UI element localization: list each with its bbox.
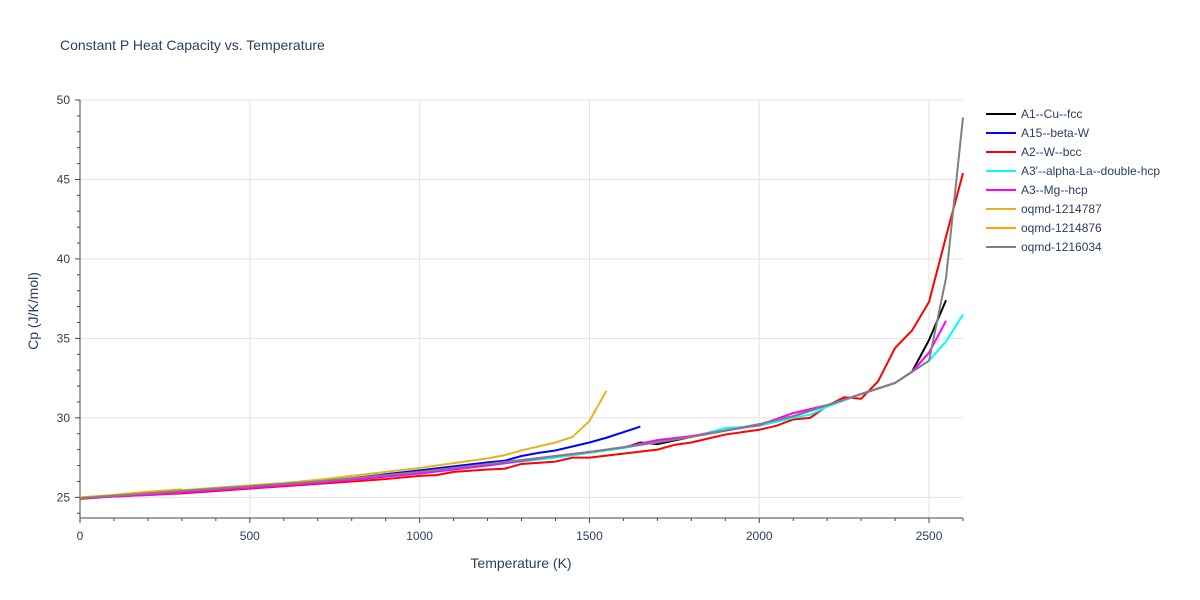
series-lines <box>79 117 964 500</box>
y-tick-label: 50 <box>57 93 71 107</box>
legend: A1--Cu--fcc A15--beta-W A2--W--bcc A3'--alp… <box>986 107 1160 254</box>
grid <box>80 99 963 518</box>
y-tick-label: 40 <box>57 252 71 266</box>
x-tick-label: 0 <box>77 529 84 543</box>
y-axis-label: Cp (J/K/mol) <box>25 272 41 350</box>
legend-label: A1--Cu--fcc <box>1021 107 1082 121</box>
series-line-oqmd-1216034 <box>79 117 964 500</box>
x-axis-label: Temperature (K) <box>470 555 571 571</box>
legend-label: A3'--alpha-La--double-hcp <box>1021 164 1160 178</box>
x-tick-label: 2000 <box>746 529 773 543</box>
legend-label: oqmd-1216034 <box>1021 240 1102 254</box>
legend-label: oqmd-1214876 <box>1021 221 1102 235</box>
legend-label: A15--beta-W <box>1021 126 1090 140</box>
x-tick-label: 2500 <box>916 529 943 543</box>
legend-label: oqmd-1214787 <box>1021 202 1102 216</box>
y-tick-label: 30 <box>57 411 71 425</box>
axis-ticks: 0 500 1000 1500 2000 2500 25 30 35 40 45 50 <box>57 93 964 543</box>
x-tick-label: 1500 <box>576 529 603 543</box>
legend-label: A3--Mg--hcp <box>1021 183 1088 197</box>
series-line-a3-alpha-la-double-hcp <box>79 314 964 500</box>
y-tick-label: 25 <box>57 490 71 504</box>
legend-label: A2--W--bcc <box>1021 145 1081 159</box>
x-tick-label: 1000 <box>406 529 433 543</box>
chart-title: Constant P Heat Capacity vs. Temperature <box>60 37 325 53</box>
x-tick-label: 500 <box>240 529 260 543</box>
y-tick-label: 45 <box>57 172 71 186</box>
series-line-a1-cu-fcc <box>79 299 947 500</box>
y-tick-label: 35 <box>57 331 71 345</box>
